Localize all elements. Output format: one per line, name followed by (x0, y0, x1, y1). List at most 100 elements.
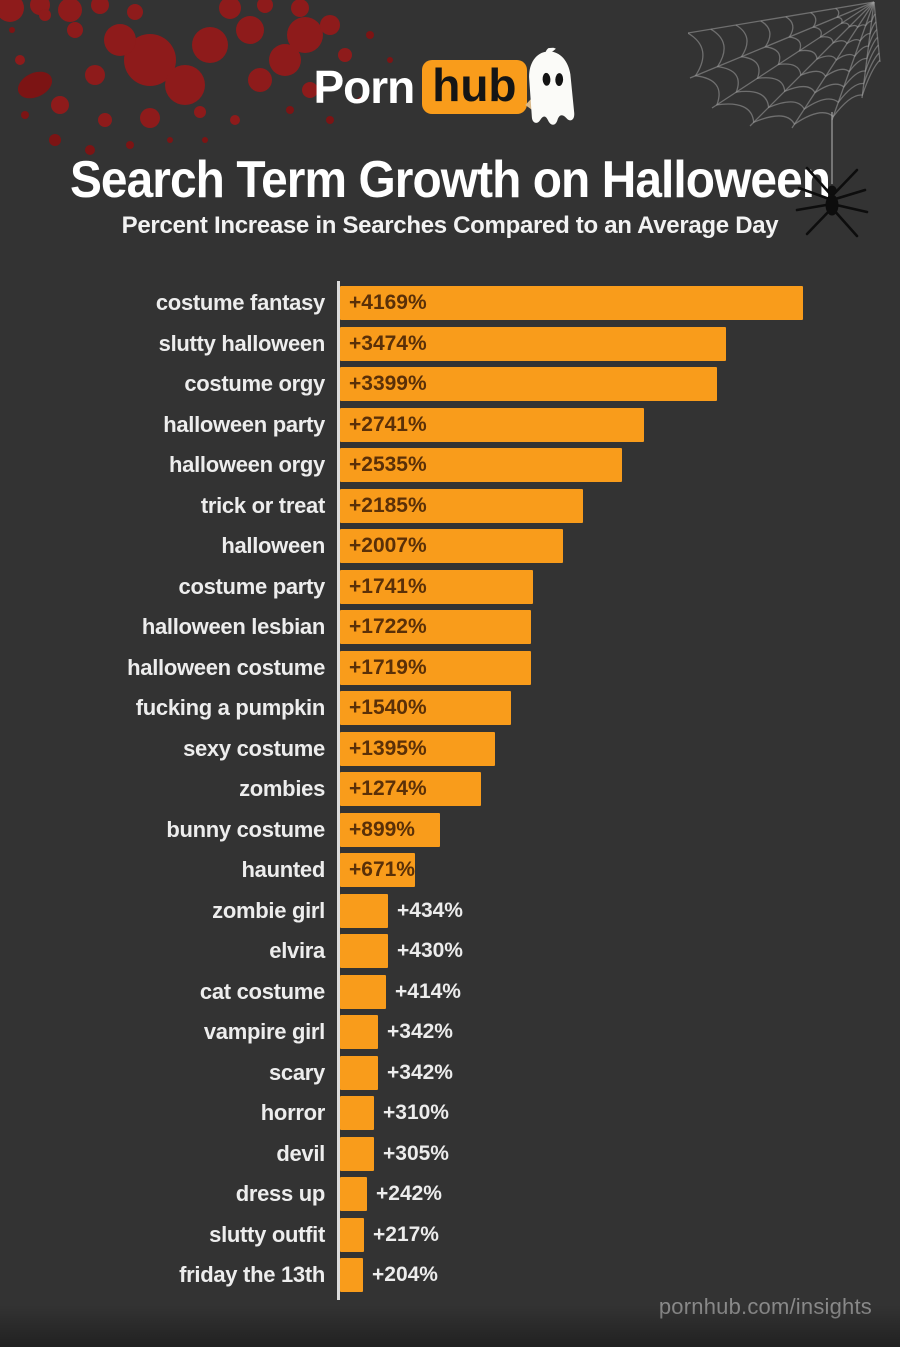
bar-value: +430% (397, 939, 463, 963)
bar-label: halloween (221, 533, 325, 559)
bar-value: +3474% (349, 331, 427, 355)
bar-area: +671% (340, 853, 415, 888)
page-subtitle: Percent Increase in Searches Compared to… (121, 212, 779, 239)
bar-label: dress up (235, 1181, 326, 1207)
bar (340, 1217, 364, 1252)
bar-area: +2007% (340, 529, 563, 564)
bar-label: elvira (269, 938, 325, 964)
bar-rows: costume fantasy +4169% slutty halloween … (0, 283, 900, 1296)
bar (340, 1096, 374, 1131)
bar-value: +899% (349, 817, 415, 841)
bar-label: halloween costume (127, 654, 325, 680)
bar: +1719% (340, 650, 531, 685)
bar-area: +1540% (340, 691, 511, 726)
bar-area: +2535% (340, 448, 622, 483)
bar-label: friday the 13th (179, 1262, 325, 1288)
bar-value: +1741% (349, 574, 427, 598)
bar-value: +310% (383, 1101, 449, 1125)
bar (340, 974, 386, 1009)
bar-area: +1274% (340, 772, 481, 807)
bar-value: +305% (383, 1141, 449, 1165)
bar-row: halloween costume +1719% (0, 648, 900, 689)
bar-row: bunny costume +899% (0, 810, 900, 851)
bar-row: sexy costume +1395% (0, 729, 900, 770)
bar-row: friday the 13th +204% (0, 1255, 900, 1296)
bar: +899% (340, 812, 440, 847)
bar-row: elvira +430% (0, 931, 900, 972)
ghost-icon (524, 47, 574, 125)
bar-area: +342% (340, 1015, 453, 1050)
bar-label: slutty outfit (209, 1221, 325, 1247)
bar: +1540% (340, 691, 511, 726)
bar: +1274% (340, 772, 481, 807)
bar: +671% (340, 853, 415, 888)
bar-row: halloween +2007% (0, 526, 900, 567)
bar-row: trick or treat +2185% (0, 486, 900, 527)
bar-chart: costume fantasy +4169% slutty halloween … (0, 281, 900, 1300)
bar-value: +242% (376, 1182, 442, 1206)
bar-area: +1741% (340, 569, 533, 604)
bar-area: +2185% (340, 488, 583, 523)
bar-label: sexy costume (183, 735, 325, 761)
bar-row: scary +342% (0, 1053, 900, 1094)
bar (340, 934, 388, 969)
bar: +3399% (340, 367, 717, 402)
bar-row: halloween lesbian +1722% (0, 607, 900, 648)
bar-value: +2535% (349, 453, 427, 477)
bar-area: +430% (340, 934, 463, 969)
footer-url: pornhub.com/insights (658, 1294, 872, 1319)
bar-label: zombie girl (212, 897, 325, 923)
axis-line (337, 281, 340, 1300)
bar-value: +671% (349, 858, 415, 882)
bar-row: costume fantasy +4169% (0, 283, 900, 324)
bar-label: fucking a pumpkin (135, 695, 326, 721)
bar-label: zombies (239, 776, 325, 802)
bar-value: +2185% (349, 493, 427, 517)
bar (340, 1177, 367, 1212)
bar: +2007% (340, 529, 563, 564)
bar-row: zombie girl +434% (0, 891, 900, 932)
bar-value: +1722% (349, 615, 427, 639)
bar-label: scary (268, 1059, 325, 1085)
bar-row: devil +305% (0, 1134, 900, 1175)
bar-area: +305% (340, 1136, 449, 1171)
bar: +1741% (340, 569, 533, 604)
page-title: Search Term Growth on Halloween (69, 151, 831, 209)
bar: +2741% (340, 407, 644, 442)
bar-label: costume fantasy (155, 290, 325, 316)
bar-area: +4169% (340, 286, 803, 321)
bar-area: +342% (340, 1055, 453, 1090)
bar-value: +217% (373, 1222, 439, 1246)
bar-value: +414% (395, 979, 461, 1003)
bar-area: +414% (340, 974, 461, 1009)
bar-area: +434% (340, 893, 463, 928)
bar: +1722% (340, 610, 531, 645)
bar-label: halloween party (163, 411, 325, 437)
bar-row: cat costume +414% (0, 972, 900, 1013)
bar-row: costume party +1741% (0, 567, 900, 608)
bar-area: +899% (340, 812, 440, 847)
bar (340, 1258, 363, 1293)
bar-area: +3474% (340, 326, 726, 361)
bar (340, 1136, 374, 1171)
bar-row: slutty halloween +3474% (0, 324, 900, 365)
bar-row: halloween party +2741% (0, 405, 900, 446)
bar-area: +204% (340, 1258, 438, 1293)
bar (340, 893, 388, 928)
bar-value: +342% (387, 1020, 453, 1044)
bar-value: +434% (397, 898, 463, 922)
bar-label: devil (276, 1140, 325, 1166)
bar-label: halloween lesbian (141, 614, 325, 640)
bar-area: +217% (340, 1217, 439, 1252)
bar: +4169% (340, 286, 803, 321)
bar (340, 1015, 378, 1050)
bar-area: +310% (340, 1096, 449, 1131)
bar-value: +2007% (349, 534, 427, 558)
bar-row: slutty outfit +217% (0, 1215, 900, 1256)
bar-row: fucking a pumpkin +1540% (0, 688, 900, 729)
bar-value: +1395% (349, 736, 427, 760)
bar-area: +3399% (340, 367, 717, 402)
bar-label: bunny costume (166, 816, 325, 842)
logo-hub-badge: hub (422, 59, 527, 115)
